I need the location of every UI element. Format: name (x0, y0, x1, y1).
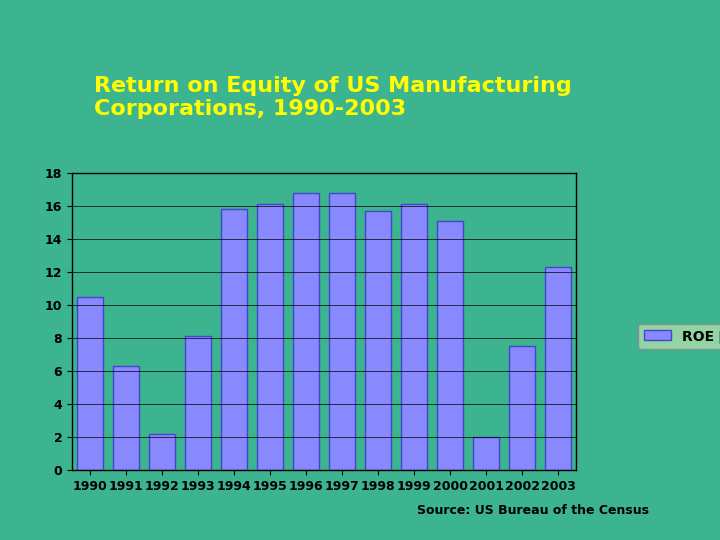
Text: Source: US Bureau of the Census: Source: US Bureau of the Census (417, 504, 649, 517)
Bar (329, 193, 354, 470)
Bar (366, 211, 391, 470)
Bar (185, 336, 210, 470)
Bar (114, 366, 139, 470)
Bar (438, 221, 463, 470)
Bar (294, 193, 318, 470)
Text: Return on Equity of US Manufacturing
Corporations, 1990-2003: Return on Equity of US Manufacturing Cor… (94, 76, 572, 119)
Legend: ROE （ %）: ROE （ %） (638, 323, 720, 349)
Bar (258, 204, 282, 470)
Bar (78, 296, 103, 470)
Bar (222, 209, 246, 470)
Bar (546, 267, 571, 470)
Bar (510, 346, 534, 470)
Bar (474, 437, 498, 470)
Bar (150, 434, 174, 470)
Bar (402, 204, 426, 470)
